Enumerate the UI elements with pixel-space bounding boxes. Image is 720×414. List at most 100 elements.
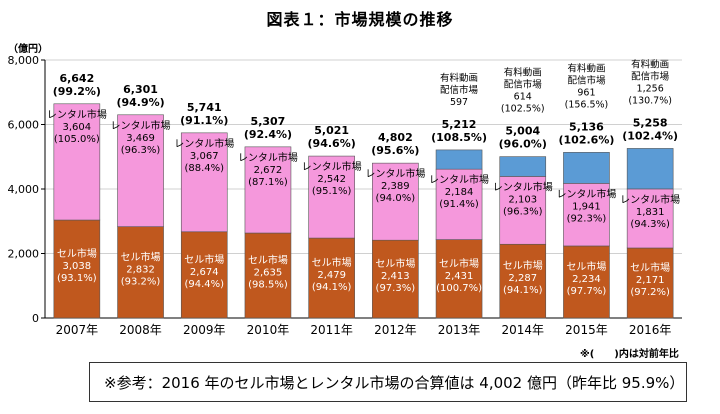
- rental-data-label-line: 3,067: [190, 151, 219, 162]
- total-data-label-line: 6,301: [123, 83, 158, 96]
- bar-segment-sell: [435, 239, 483, 319]
- x-tick-label: 2013年: [438, 323, 481, 337]
- rental-data-label-line: レンタル市場: [556, 187, 616, 200]
- rental-data-label-line: 2,542: [317, 174, 346, 185]
- vod-data-label-line: 有料動画: [504, 67, 542, 79]
- total-data-label: 5,258 (102.4%): [622, 116, 678, 142]
- x-tick-label: 2011年: [310, 323, 353, 337]
- sell-data-label-line: (98.5%): [248, 280, 288, 291]
- total-data-label-line: 5,136: [569, 120, 604, 133]
- bar-segment-rental: [244, 146, 292, 234]
- bar-segment-rental: [499, 176, 547, 245]
- rental-data-label-line: (88.4%): [184, 163, 224, 174]
- sell-data-label-line: 3,038: [63, 261, 92, 272]
- sell-data-label-line: (97.2%): [630, 287, 670, 298]
- sell-data-label: セル市場 2,413 (97.3%): [375, 257, 415, 294]
- rental-data-label-line: (91.4%): [439, 199, 479, 210]
- rental-data-label-line: (96.3%): [503, 206, 543, 217]
- total-data-label-line: (102.4%): [622, 129, 678, 142]
- sell-data-label-line: (94.4%): [184, 279, 224, 290]
- sell-data-label-line: (100.7%): [436, 283, 482, 294]
- vod-data-label-line: 1,256: [637, 83, 664, 94]
- vod-data-label: 有料動画配信市場 597: [440, 72, 479, 108]
- total-data-label-line: (99.2%): [53, 85, 101, 98]
- total-data-label-line: 6,642: [59, 72, 94, 85]
- bar-segment-vod: [563, 152, 610, 184]
- vod-data-label-line: 有料動画: [631, 58, 669, 70]
- vod-data-label-line: 配信市場: [631, 70, 670, 82]
- sell-data-label-line: セル市場: [503, 259, 543, 272]
- rental-data-label-line: 2,672: [254, 165, 283, 176]
- total-data-label-line: (92.4%): [244, 128, 292, 141]
- bar-segment-rental: [626, 188, 674, 249]
- x-tick-label: 2016年: [629, 323, 672, 337]
- rental-data-label-line: レンタル市場: [365, 167, 425, 180]
- rental-data-label-line: 3,604: [63, 122, 92, 133]
- total-data-label: 5,307 (92.4%): [244, 115, 292, 141]
- rental-data-label-line: レンタル市場: [429, 173, 489, 186]
- vod-data-label-line: (102.5%): [501, 104, 545, 115]
- sell-data-label-line: 2,479: [317, 270, 346, 281]
- total-data-label-line: 4,802: [378, 131, 413, 144]
- sell-data-label: セル市場 2,674 (94.4%): [184, 253, 224, 290]
- sell-data-label-line: (93.2%): [121, 276, 161, 287]
- bar-segment-sell: [499, 243, 547, 319]
- x-tick-label: 2009年: [183, 323, 226, 337]
- rental-data-label-line: (92.3%): [567, 213, 607, 224]
- total-data-label-line: (95.6%): [371, 144, 419, 157]
- rental-data-label-line: (94.0%): [376, 193, 416, 204]
- rental-data-label-line: レンタル市場: [493, 180, 553, 193]
- rental-data-label-line: 3,469: [126, 133, 155, 144]
- total-data-label: 5,004 (96.0%): [499, 125, 547, 151]
- bar-segment-sell: [563, 245, 610, 319]
- sell-data-label-line: セル市場: [248, 254, 288, 267]
- sell-data-label-line: 2,635: [254, 268, 283, 279]
- rental-data-label-line: (94.3%): [630, 219, 670, 230]
- rental-data-label: レンタル市場 2,184 (91.4%): [429, 173, 489, 210]
- total-data-label-line: (91.1%): [180, 114, 228, 127]
- sell-data-label-line: セル市場: [312, 256, 352, 269]
- sell-data-label: セル市場 2,635 (98.5%): [248, 254, 288, 291]
- sell-data-label-line: セル市場: [57, 247, 97, 260]
- sell-data-label-line: セル市場: [375, 257, 415, 270]
- y-axis-unit-label: （億円）: [8, 42, 48, 55]
- total-data-label-line: (102.6%): [559, 133, 615, 146]
- vod-data-label: 有料動画配信市場 614 (102.5%): [501, 67, 545, 115]
- bar-segment-rental: [435, 168, 483, 240]
- sell-data-label-line: 2,431: [445, 271, 474, 282]
- sell-data-label: セル市場 2,234 (97.7%): [566, 260, 606, 297]
- rental-data-label-line: (95.1%): [312, 186, 352, 197]
- vod-data-label-line: 配信市場: [567, 74, 606, 86]
- total-data-label: 5,021 (94.6%): [308, 124, 356, 150]
- vod-data-label: 有料動画配信市場 1,256 (130.7%): [628, 58, 672, 106]
- total-data-label: 5,136 (102.6%): [559, 120, 615, 146]
- bar-segment-rental: [53, 103, 101, 221]
- vod-data-label-line: 597: [450, 97, 468, 108]
- sell-data-label: セル市場 2,479 (94.1%): [312, 256, 352, 293]
- bar-segment-sell: [244, 232, 292, 319]
- sell-data-label-line: 2,674: [190, 267, 219, 278]
- sell-data-label: セル市場 3,038 (93.1%): [57, 247, 97, 284]
- total-data-label-line: 5,258: [633, 116, 668, 129]
- sell-data-label: セル市場 2,832 (93.2%): [121, 250, 161, 287]
- vod-data-label-line: (156.5%): [565, 99, 609, 110]
- vod-data-label: 有料動画配信市場 961 (156.5%): [565, 62, 609, 110]
- total-data-label: 6,642 (99.2%): [53, 72, 101, 98]
- bar-segment-sell: [626, 247, 674, 319]
- y-tick-label: 8,000: [8, 54, 40, 67]
- total-data-label-line: 5,307: [251, 115, 286, 128]
- total-data-label: 4,802 (95.6%): [371, 131, 419, 157]
- sell-data-label-line: (97.3%): [376, 283, 416, 294]
- bar-segment-rental: [117, 114, 164, 227]
- bar-segment-sell: [372, 239, 419, 319]
- sell-data-label-line: 2,171: [636, 275, 665, 286]
- x-tick-label: 2007年: [56, 323, 99, 337]
- sell-data-label-line: (97.7%): [567, 286, 607, 297]
- y-tick-label: 6,000: [8, 119, 40, 132]
- total-data-label-line: (96.0%): [499, 138, 547, 151]
- sell-data-label-line: セル市場: [184, 253, 224, 266]
- total-data-label-line: 5,741: [187, 101, 222, 114]
- rental-data-label: レンタル市場 3,604 (105.0%): [47, 108, 107, 145]
- vod-data-label-line: (130.7%): [628, 95, 672, 106]
- total-data-label-line: (108.5%): [431, 131, 487, 144]
